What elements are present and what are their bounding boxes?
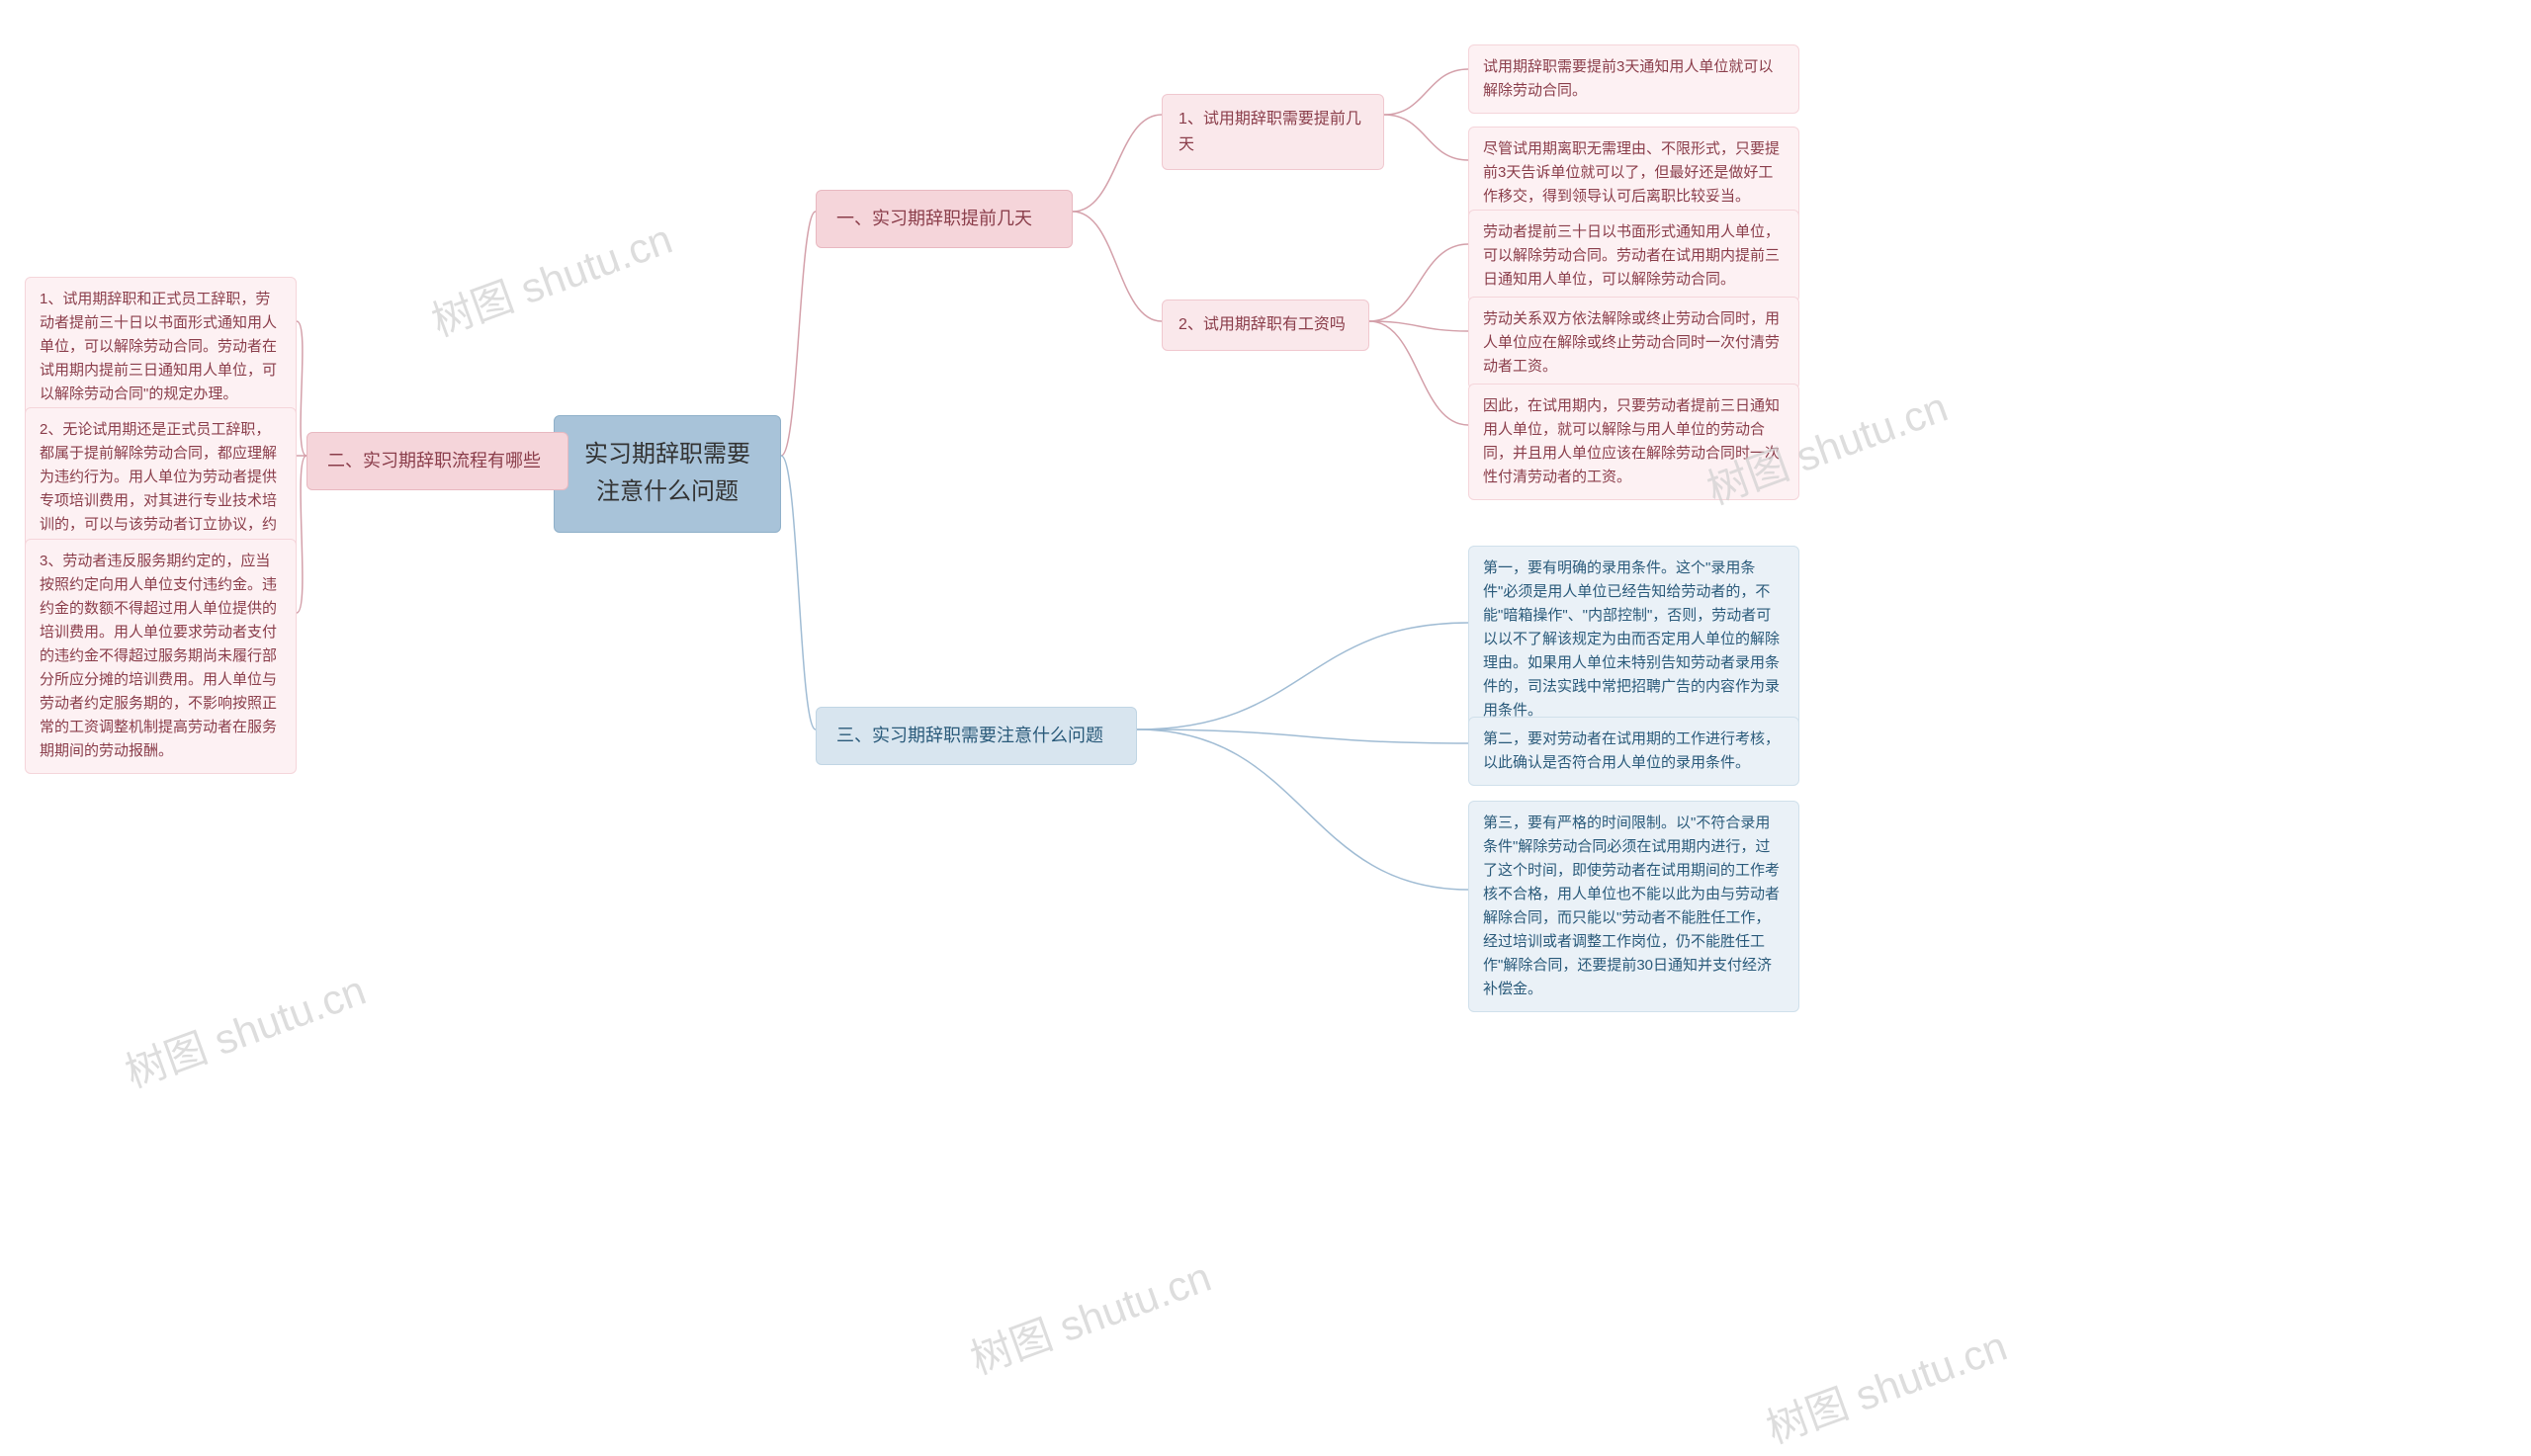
branch-2[interactable]: 二、实习期辞职流程有哪些 [306,432,568,490]
branch-1-sub-1-leaf-1: 试用期辞职需要提前3天通知用人单位就可以解除劳动合同。 [1468,44,1799,114]
branch-1-sub-2[interactable]: 2、试用期辞职有工资吗 [1162,300,1369,351]
branch-1-sub-2-leaf-3: 因此，在试用期内，只要劳动者提前三日通知用人单位，就可以解除与用人单位的劳动合同… [1468,384,1799,500]
watermark: 树图 shutu.cn [1757,1313,2014,1455]
watermark: 树图 shutu.cn [422,206,679,348]
branch-3-leaf-2: 第二，要对劳动者在试用期的工作进行考核，以此确认是否符合用人单位的录用条件。 [1468,717,1799,786]
branch-1[interactable]: 一、实习期辞职提前几天 [816,190,1073,248]
watermark: 树图 shutu.cn [116,957,373,1099]
branch-1-sub-1[interactable]: 1、试用期辞职需要提前几天 [1162,94,1384,170]
branch-1-sub-2-leaf-1: 劳动者提前三十日以书面形式通知用人单位，可以解除劳动合同。劳动者在试用期内提前三… [1468,210,1799,302]
branch-2-leaf-3: 3、劳动者违反服务期约定的，应当按照约定向用人单位支付违约金。违约金的数额不得超… [25,539,297,774]
branch-1-sub-2-leaf-2: 劳动关系双方依法解除或终止劳动合同时，用人单位应在解除或终止劳动合同时一次付清劳… [1468,297,1799,389]
watermark: 树图 shutu.cn [961,1243,1218,1386]
root-node[interactable]: 实习期辞职需要注意什么问题 [554,415,781,533]
branch-3[interactable]: 三、实习期辞职需要注意什么问题 [816,707,1137,765]
branch-1-sub-1-leaf-2: 尽管试用期离职无需理由、不限形式，只要提前3天告诉单位就可以了，但最好还是做好工… [1468,127,1799,219]
connector-lines [0,0,2531,1441]
branch-3-leaf-3: 第三，要有严格的时间限制。以"不符合录用条件"解除劳动合同必须在试用期内进行，过… [1468,801,1799,1012]
branch-3-leaf-1: 第一，要有明确的录用条件。这个"录用条件"必须是用人单位已经告知给劳动者的，不能… [1468,546,1799,733]
branch-2-leaf-1: 1、试用期辞职和正式员工辞职，劳动者提前三十日以书面形式通知用人单位，可以解除劳… [25,277,297,417]
